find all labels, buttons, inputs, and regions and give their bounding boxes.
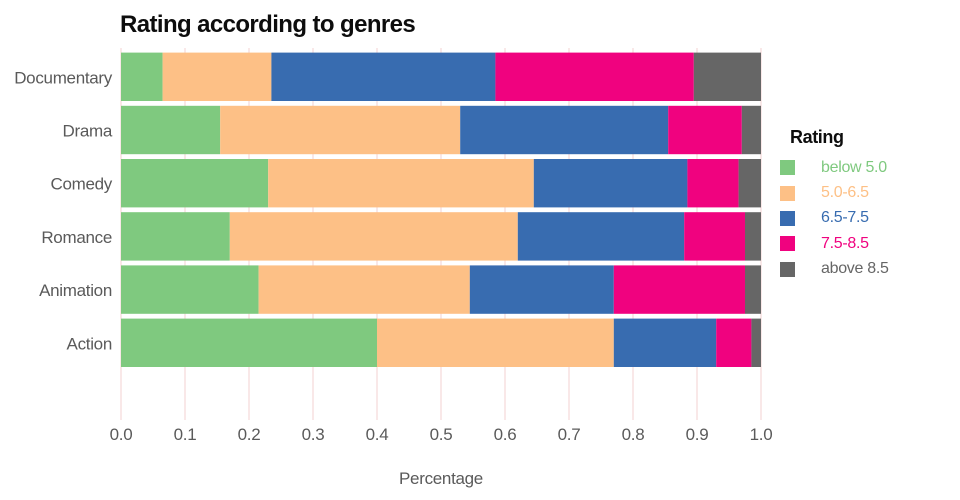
category-label: Animation	[39, 281, 112, 300]
bar-segment	[258, 265, 470, 314]
bar-segment	[121, 212, 230, 261]
bar-segment	[693, 52, 761, 101]
bar-segment	[268, 159, 534, 208]
legend-label: 5.0-6.5	[821, 184, 869, 202]
bar-segment	[687, 159, 739, 208]
legend-item: above 8.5	[780, 257, 955, 282]
bar-segment	[162, 52, 272, 101]
category-label: Comedy	[50, 175, 112, 194]
bar-segment	[121, 105, 221, 155]
bar-segment	[229, 212, 518, 261]
x-tick-label: 0.4	[366, 425, 389, 444]
x-tick-label: 0.3	[302, 425, 325, 444]
x-tick-label: 0.0	[110, 425, 133, 444]
bar-segment	[668, 105, 742, 155]
bar-segment	[121, 159, 269, 208]
x-tick-label: 0.1	[174, 425, 197, 444]
x-tick-label: 1.0	[750, 425, 773, 444]
x-tick-label: 0.6	[494, 425, 517, 444]
bar-segment	[745, 212, 761, 261]
chart-title: Rating according to genres	[120, 11, 416, 38]
bar-segment	[377, 318, 614, 367]
legend-label: 6.5-7.5	[821, 209, 869, 227]
x-tick-label: 0.7	[558, 425, 581, 444]
bar-segment	[121, 52, 163, 101]
x-tick-label: 0.9	[686, 425, 709, 444]
bar-segment	[495, 52, 694, 101]
bar-segment	[741, 105, 761, 155]
bar-segment	[460, 105, 669, 155]
legend-label: above 8.5	[821, 260, 889, 278]
bar-segment	[469, 265, 614, 314]
category-label: Drama	[62, 122, 112, 141]
bars	[121, 52, 761, 367]
y-axis-labels: Documentary Drama Comedy Romance Animation Ac…	[14, 68, 113, 353]
x-tick-label: 0.8	[622, 425, 645, 444]
legend-item: below 5.0	[780, 155, 955, 180]
legend-swatch	[780, 236, 795, 252]
legend-swatch	[780, 160, 795, 176]
bar-segment	[271, 52, 496, 101]
bar-segment	[121, 265, 259, 314]
x-axis-title: Percentage	[399, 469, 483, 488]
legend-item: 7.5-8.5	[780, 231, 955, 256]
bar-segment	[751, 318, 761, 367]
category-label: Documentary	[14, 68, 113, 87]
category-label: Action	[67, 334, 112, 353]
x-tick-label: 0.5	[430, 425, 453, 444]
bar-segment	[121, 318, 377, 367]
legend-label: 7.5-8.5	[821, 234, 869, 252]
bar-segment	[738, 159, 761, 208]
x-axis-tick-labels: 0.0 0.1 0.2 0.3 0.4 0.5 0.6 0.7 0.8 0.9 1.0	[110, 425, 773, 444]
legend-swatch	[780, 210, 795, 226]
legend: Rating below 5.0 5.0-6.5 6.5-7.5 7.5-8.5 abo…	[780, 127, 955, 282]
x-tick-label: 0.2	[238, 425, 261, 444]
legend-items: below 5.0 5.0-6.5 6.5-7.5 7.5-8.5 above 8.5	[780, 155, 955, 282]
bar-segment	[613, 318, 717, 367]
bar-segment	[220, 105, 461, 155]
bar-segment	[533, 159, 688, 208]
legend-item: 5.0-6.5	[780, 180, 955, 205]
legend-swatch	[780, 185, 795, 201]
legend-label: below 5.0	[821, 158, 887, 176]
category-label: Romance	[41, 228, 112, 247]
legend-swatch	[780, 261, 795, 277]
bar-segment	[684, 212, 745, 261]
legend-item: 6.5-7.5	[780, 206, 955, 231]
bar-segment	[716, 318, 752, 367]
bar-segment	[613, 265, 745, 314]
bar-segment	[745, 265, 761, 314]
legend-title: Rating	[790, 127, 844, 147]
bar-segment	[517, 212, 685, 261]
